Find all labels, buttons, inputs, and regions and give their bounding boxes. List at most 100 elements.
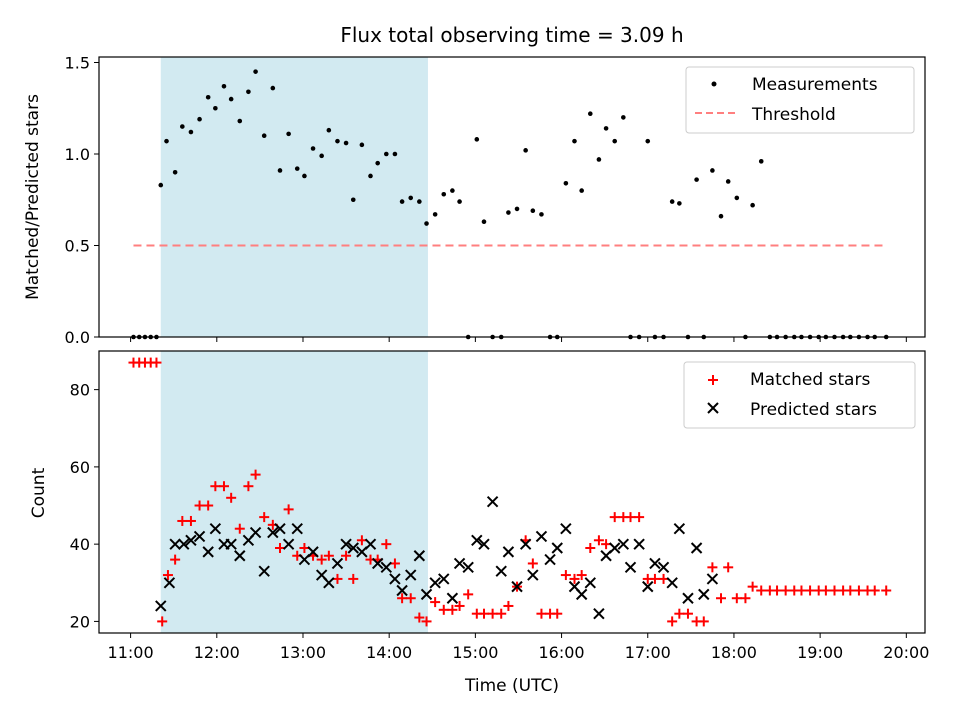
predicted-stars-point xyxy=(649,557,661,570)
matched-stars-point xyxy=(381,539,392,550)
measurement-point xyxy=(563,180,569,186)
predicted-stars-point xyxy=(575,588,588,601)
measurement-point xyxy=(539,212,544,217)
bottom-axes-frame xyxy=(98,350,926,634)
matched-stars-point xyxy=(805,585,816,596)
predicted-stars-point xyxy=(307,546,319,558)
predicted-stars-point xyxy=(202,546,214,558)
measurement-point xyxy=(302,173,307,179)
x-tick-label: 16:00 xyxy=(539,643,585,662)
matched-stars-point xyxy=(756,585,767,596)
predicted-stars-point xyxy=(624,561,637,574)
matched-stars-point xyxy=(478,608,489,619)
matched-stars-point xyxy=(829,585,840,596)
predicted-stars-point xyxy=(371,557,384,570)
measurement-point xyxy=(319,153,324,159)
x-tick-label: 14:00 xyxy=(366,643,412,662)
measurement-point xyxy=(261,133,267,138)
bottom-legend: Matched stars Predicted stars xyxy=(683,361,916,429)
measurement-point xyxy=(718,213,724,219)
y-tick-label: 80 xyxy=(70,381,90,400)
predicted-stars-point xyxy=(364,538,377,550)
matched-stars-point xyxy=(170,554,181,565)
matched-stars-point xyxy=(194,500,205,511)
chart-title: Flux total observing time = 3.09 h xyxy=(340,23,683,47)
measurement-point xyxy=(514,206,520,212)
measurement-point xyxy=(164,138,169,144)
matched-stars-point xyxy=(796,585,807,596)
predicted-stars-point xyxy=(267,526,279,539)
predicted-stars-point xyxy=(560,522,572,535)
predicted-stars-point xyxy=(380,561,393,574)
matched-stars-point xyxy=(332,573,343,584)
measurement-point xyxy=(710,168,715,173)
predicted-stars-point xyxy=(486,495,499,508)
predicted-stars-point xyxy=(331,557,344,570)
matched-stars-point xyxy=(601,539,612,550)
predicted-stars-point xyxy=(340,538,352,550)
measurement-point xyxy=(205,94,211,100)
predicted-stars-point xyxy=(438,573,450,585)
matched-stars-point xyxy=(438,604,449,615)
predicted-stars-point xyxy=(642,580,654,593)
predicted-stars-point xyxy=(478,538,490,550)
predicted-stars-point xyxy=(706,573,719,585)
measurement-point xyxy=(669,199,675,204)
matched-stars-point xyxy=(275,543,286,554)
measurement-point xyxy=(612,138,618,144)
measurement-point xyxy=(572,138,577,144)
measurement-point xyxy=(213,105,218,111)
y-tick-label: 1.5 xyxy=(65,53,90,72)
matched-stars-point xyxy=(698,616,709,627)
measurement-point xyxy=(359,142,365,148)
top-panel: Flux total observing time = 3.09 h 0.0 0.… xyxy=(23,23,926,347)
measurement-point xyxy=(237,118,243,124)
legend-predicted-marker xyxy=(707,402,719,414)
predicted-stars-point xyxy=(511,580,523,593)
matched-stars-point xyxy=(707,562,718,573)
measurement-point xyxy=(408,195,414,201)
matched-stars-point xyxy=(634,512,645,523)
x-tick-label: 20:00 xyxy=(883,643,929,662)
measurement-point xyxy=(481,219,487,225)
predicted-stars-point xyxy=(609,542,621,554)
measurement-point xyxy=(343,140,349,146)
predicted-stars-point xyxy=(453,557,466,570)
y-tick-label: 0.5 xyxy=(65,236,90,255)
measurement-point xyxy=(725,179,731,184)
matched-stars-point xyxy=(185,515,196,526)
predicted-stars-point xyxy=(584,577,596,589)
measurement-point xyxy=(432,212,438,217)
measurement-point xyxy=(645,138,651,144)
measurement-point xyxy=(246,89,251,95)
matched-stars-point xyxy=(234,523,245,534)
measurement-point xyxy=(506,210,511,215)
predicted-stars-point xyxy=(405,569,417,581)
matched-stars-point xyxy=(243,481,254,492)
measurement-point xyxy=(734,195,740,201)
legend-predicted-label: Predicted stars xyxy=(750,400,877,420)
x-tick-label: 17:00 xyxy=(625,643,671,662)
matched-stars-point xyxy=(356,535,367,546)
matched-stars-point xyxy=(430,597,441,608)
measurement-point xyxy=(368,173,373,179)
predicted-stars-point xyxy=(633,538,645,550)
measurement-point xyxy=(457,199,462,204)
x-tick-label: 15:00 xyxy=(452,643,498,662)
predicted-stars-point xyxy=(420,588,433,601)
matched-stars-point xyxy=(649,573,660,584)
matched-stars-point xyxy=(454,600,465,611)
predicted-stars-point xyxy=(527,569,539,581)
measurement-point xyxy=(677,201,682,206)
matched-stars-point xyxy=(658,573,669,584)
predicted-stars-point xyxy=(178,538,190,550)
predicted-stars-point xyxy=(666,577,678,589)
matched-stars-point xyxy=(845,585,856,596)
predicted-stars-point xyxy=(502,546,515,558)
measurement-point xyxy=(417,199,422,204)
measurement-point xyxy=(758,159,764,164)
measurement-point xyxy=(158,182,164,188)
measurement-point xyxy=(384,151,389,157)
measurement-point xyxy=(188,129,194,135)
top-legend: Measurements Threshold xyxy=(685,66,915,134)
